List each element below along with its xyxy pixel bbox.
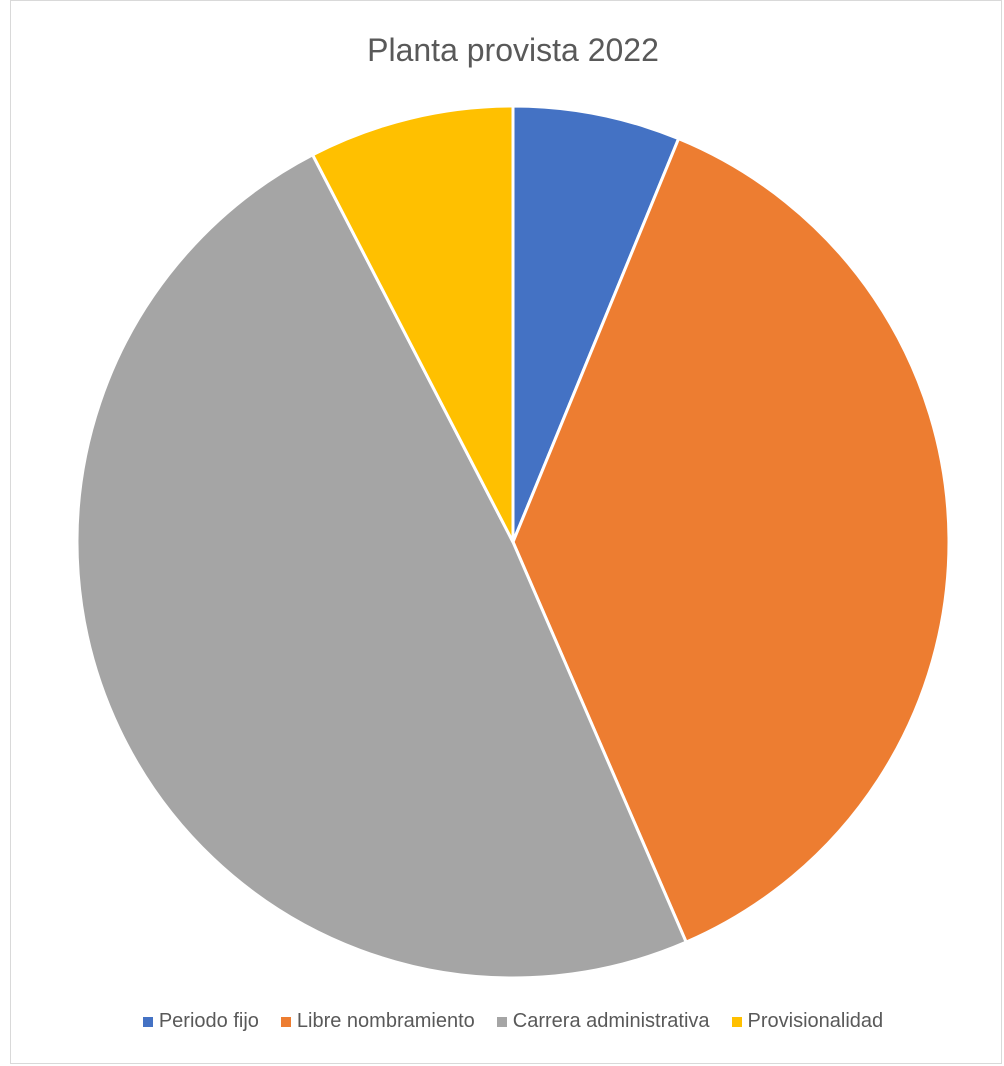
legend-item-periodo-fijo[interactable]: Periodo fijo (142, 1010, 259, 1033)
legend-swatch (280, 1016, 291, 1027)
chart-legend: Periodo fijo Libre nombramiento Carrera … (0, 1010, 1004, 1033)
legend-item-libre-nombramiento[interactable]: Libre nombramiento (280, 1010, 475, 1033)
pie-slice-periodo-fijo[interactable] (511, 104, 681, 544)
legend-item-carrera-administrativa[interactable]: Carrera administrativa (496, 1010, 710, 1033)
legend-swatch (731, 1016, 742, 1027)
legend-item-provisionalidad[interactable]: Provisionalidad (731, 1010, 884, 1033)
pie-slice-provisionalidad[interactable] (311, 104, 515, 544)
pie-chart (75, 104, 951, 980)
legend-label: Provisionalidad (747, 1010, 884, 1032)
pie-slice-carrera-administrativa[interactable] (75, 153, 688, 980)
legend-label: Periodo fijo (158, 1010, 259, 1032)
chart-title: Planta provista 2022 (367, 32, 659, 68)
legend-label: Libre nombramiento (296, 1010, 475, 1032)
pie-slice-libre-nombramiento[interactable] (511, 137, 951, 944)
legend-label: Carrera administrativa (512, 1010, 710, 1032)
legend-swatch (142, 1016, 153, 1027)
legend-swatch (496, 1016, 507, 1027)
